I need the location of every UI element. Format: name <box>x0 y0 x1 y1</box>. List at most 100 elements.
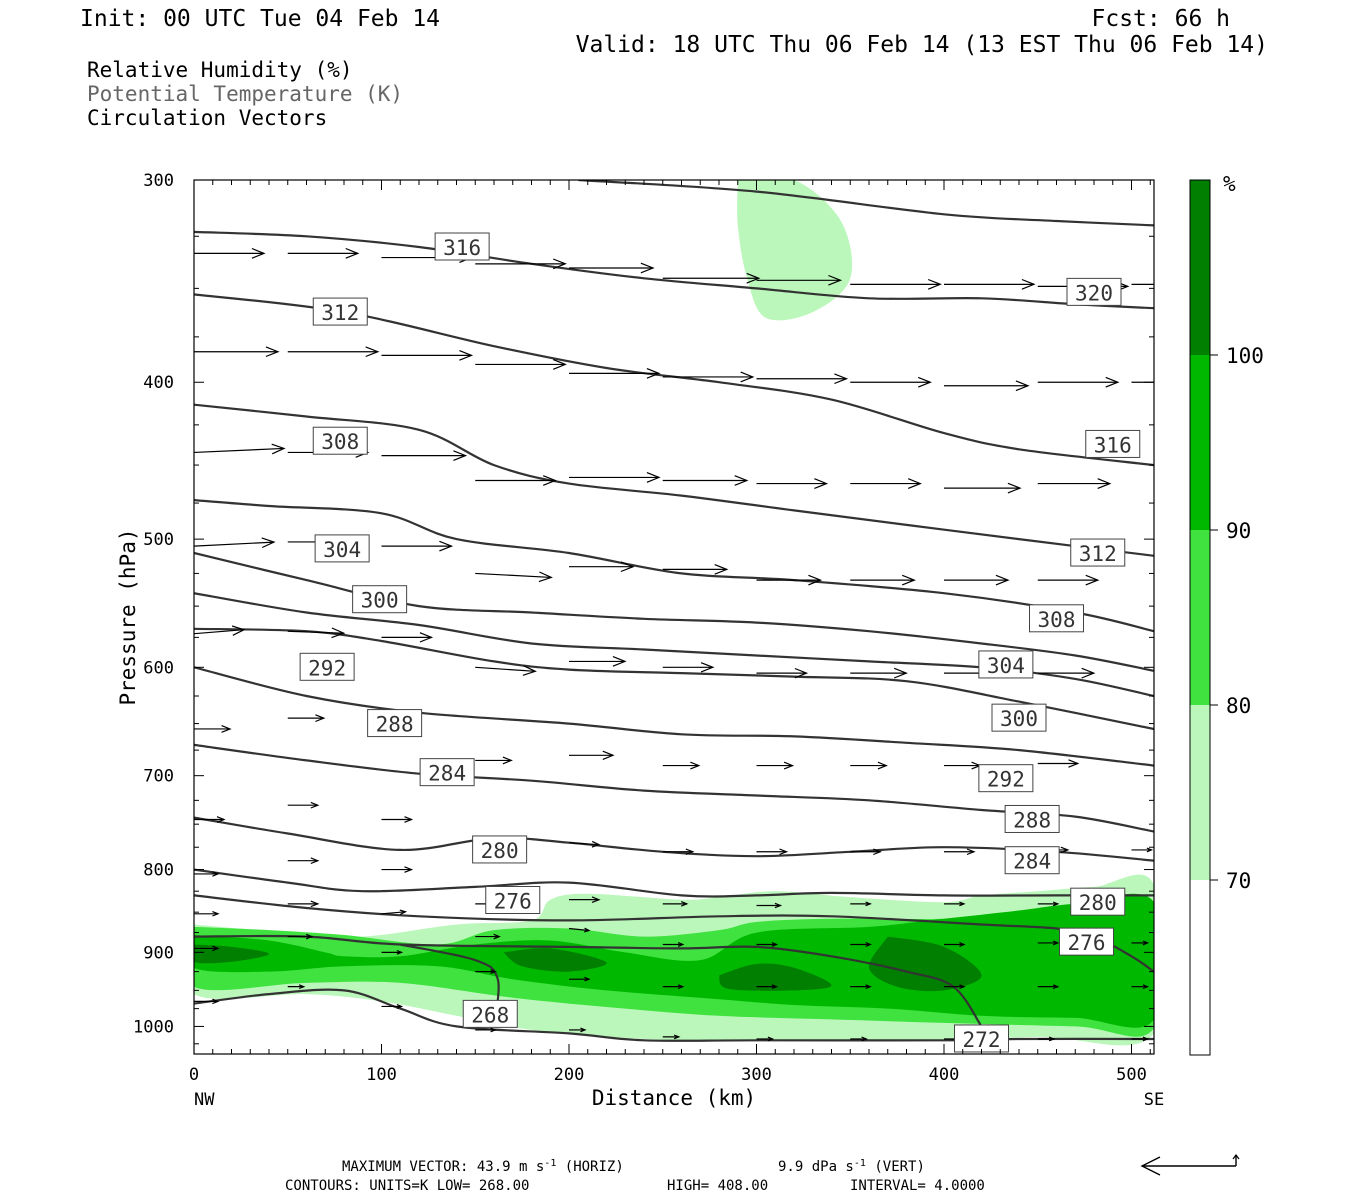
svg-text:304: 304 <box>987 654 1025 678</box>
vector-arrow <box>194 945 220 952</box>
theta-contour-328 <box>194 230 1154 310</box>
vector-arrow <box>569 976 591 982</box>
colorbar-band-below-70 <box>1190 880 1210 1055</box>
y-tick-label: 400 <box>143 373 174 393</box>
colorbar-band-70 <box>1190 705 1210 880</box>
colorbar-band-80 <box>1190 530 1210 705</box>
svg-text:288: 288 <box>1013 808 1051 832</box>
footer-max-vector: MAXIMUM VECTOR: 43.9 m s-1 (HORIZ) <box>342 1158 624 1175</box>
vector-arrow <box>287 933 314 940</box>
vector-arrow <box>1037 574 1100 586</box>
svg-text:276: 276 <box>494 889 532 913</box>
vector-arrow <box>287 984 306 990</box>
vector-arrow <box>850 574 916 586</box>
vector-arrow <box>662 662 715 673</box>
vector-arrow <box>1131 283 1154 285</box>
svg-text:320: 320 <box>1075 281 1113 305</box>
vector-arrow <box>662 984 685 990</box>
theta-contour-276 <box>194 934 983 1028</box>
contour-labels: 316 312 320 308 316 304 312 300 308 292 304 300 288 2… <box>299 232 1141 1053</box>
init-time: Init: 00 UTC Tue 04 Feb 14 <box>80 6 440 32</box>
theta-contour-320 <box>194 403 1154 557</box>
svg-text:316: 316 <box>1094 433 1132 457</box>
vector-arrow <box>287 346 380 358</box>
vector-arrow <box>662 761 701 770</box>
vector-arrow <box>569 561 635 573</box>
rh-region-100 <box>194 944 269 964</box>
x-end-right-label: SE <box>1144 1090 1164 1110</box>
x-axis-label: Distance (km) <box>592 1086 756 1110</box>
vector-arrow <box>662 1034 681 1040</box>
contour-label-276: 276 <box>1059 927 1114 956</box>
vector-arrow <box>850 942 872 947</box>
theta-contour-316 <box>194 499 1154 633</box>
theta-contour-300 <box>194 666 1154 767</box>
vector-arrow <box>569 656 627 667</box>
vector-arrow <box>1037 940 1060 946</box>
vector-arrow <box>475 969 497 975</box>
y-tick-label: 500 <box>143 530 174 550</box>
y-tick-label: 1000 <box>133 1017 174 1037</box>
vector-arrow <box>756 942 779 947</box>
vector-arrow <box>944 482 1022 494</box>
x-end-left-label: NW <box>194 1090 215 1110</box>
vector-arrow <box>381 816 414 823</box>
svg-text:300: 300 <box>361 589 399 613</box>
vector-arrow <box>1131 847 1154 853</box>
vector-arrow <box>194 998 220 1005</box>
svg-text:292: 292 <box>308 656 346 680</box>
contour-label-292: 292 <box>978 764 1034 793</box>
vector-arrow <box>850 667 908 679</box>
vector-arrow <box>1037 901 1060 907</box>
vector-arrow <box>850 478 922 489</box>
vector-arrow <box>194 625 246 636</box>
vector-arrow <box>756 902 783 909</box>
vector-arrow <box>944 278 1036 290</box>
axes: 0 100 200 300 400 500 300 400 500 600 700 800 900 100… <box>133 171 1154 1085</box>
vector-arrow <box>381 632 434 643</box>
vector-arrow <box>850 1036 868 1042</box>
vector-arrow <box>850 984 872 990</box>
vector-arrow <box>475 475 557 486</box>
vector-arrow <box>850 901 872 907</box>
vector-arrow <box>194 537 276 549</box>
vector-arrow <box>475 258 567 270</box>
forecast-hour: Fcst: 66 h <box>1092 6 1230 32</box>
y-tick-label: 900 <box>143 943 174 963</box>
svg-text:308: 308 <box>321 430 359 454</box>
contour-label-292: 292 <box>299 652 355 681</box>
vector-arrow <box>569 750 615 760</box>
vector-arrow <box>287 801 320 809</box>
vector-arrow <box>569 1027 587 1033</box>
colorbar-band-90 <box>1190 355 1210 530</box>
y-tick-label: 300 <box>143 171 174 191</box>
y-axis-label: Pressure (hPa) <box>116 528 140 705</box>
vector-arrow <box>381 1004 404 1009</box>
vector-arrow <box>287 627 346 639</box>
vector-arrow <box>756 574 823 586</box>
vector-arrow <box>662 901 689 907</box>
contour-label-284: 284 <box>419 758 475 787</box>
svg-text:280: 280 <box>1079 891 1117 915</box>
contour-label-316: 316 <box>1085 429 1141 458</box>
x-tick-label: 0 <box>189 1065 199 1085</box>
colorbar-label-100: 100 <box>1226 344 1264 368</box>
rh-region-90 <box>194 893 1154 1028</box>
contour-label-304: 304 <box>978 650 1034 679</box>
vector-arrow <box>381 540 454 552</box>
vector-arrow <box>944 574 1010 586</box>
plot-frame <box>193 179 1155 1055</box>
svg-text:292: 292 <box>987 768 1025 792</box>
legend-theta: Potential Temperature (K) <box>87 82 403 106</box>
contour-label-300: 300 <box>352 585 408 614</box>
svg-text:312: 312 <box>1079 542 1117 566</box>
contour-label-272: 272 <box>954 1024 1009 1053</box>
vector-arrow <box>944 848 976 856</box>
svg-text:288: 288 <box>376 713 414 737</box>
vector-arrow <box>662 942 685 947</box>
contour-label-308: 308 <box>312 426 368 455</box>
vector-arrow <box>475 1027 497 1033</box>
vector-arrow <box>1037 478 1112 489</box>
contour-label-276: 276 <box>485 885 541 914</box>
vector-arrow <box>475 571 553 583</box>
